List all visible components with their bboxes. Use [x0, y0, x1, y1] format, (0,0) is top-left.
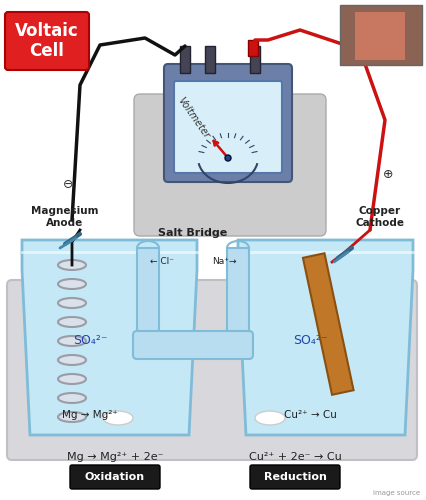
Bar — [180, 46, 190, 73]
Text: Magnesium
Anode: Magnesium Anode — [31, 206, 98, 228]
Bar — [204, 46, 215, 73]
Text: Cu²⁺ → Cu: Cu²⁺ → Cu — [283, 410, 336, 420]
Text: Mg → Mg²⁺: Mg → Mg²⁺ — [62, 410, 118, 420]
FancyBboxPatch shape — [7, 280, 416, 460]
Text: image source: image source — [372, 490, 419, 496]
FancyBboxPatch shape — [249, 465, 339, 489]
Text: Copper
Cathode: Copper Cathode — [355, 206, 403, 228]
FancyBboxPatch shape — [5, 12, 89, 70]
Text: Reduction: Reduction — [263, 472, 325, 482]
Text: SO₄²⁻: SO₄²⁻ — [72, 334, 107, 346]
Bar — [339, 5, 421, 65]
FancyBboxPatch shape — [164, 64, 291, 182]
FancyBboxPatch shape — [134, 94, 325, 236]
Bar — [249, 46, 259, 73]
Bar — [354, 12, 404, 60]
Ellipse shape — [58, 374, 86, 384]
Text: ← Cl⁻: ← Cl⁻ — [150, 258, 173, 266]
Ellipse shape — [103, 411, 132, 425]
Text: Voltaic
Cell: Voltaic Cell — [15, 22, 79, 60]
Ellipse shape — [58, 279, 86, 289]
Text: Voltmeter: Voltmeter — [176, 96, 211, 140]
Polygon shape — [22, 240, 196, 435]
Ellipse shape — [254, 411, 284, 425]
Text: Mg → Mg²⁺ + 2e⁻: Mg → Mg²⁺ + 2e⁻ — [66, 452, 163, 462]
Polygon shape — [237, 240, 412, 435]
FancyBboxPatch shape — [70, 465, 160, 489]
Ellipse shape — [58, 298, 86, 308]
Bar — [227, 248, 248, 340]
Text: Cu²⁺ + 2e⁻ → Cu: Cu²⁺ + 2e⁻ → Cu — [248, 452, 340, 462]
Text: Oxidation: Oxidation — [85, 472, 145, 482]
Ellipse shape — [225, 155, 230, 161]
Bar — [248, 40, 257, 56]
Text: ⊕: ⊕ — [382, 168, 392, 181]
Ellipse shape — [58, 412, 86, 422]
Bar — [302, 254, 353, 395]
Ellipse shape — [58, 260, 86, 270]
Ellipse shape — [58, 355, 86, 365]
FancyBboxPatch shape — [132, 331, 253, 359]
Ellipse shape — [58, 393, 86, 403]
Text: Salt Bridge: Salt Bridge — [158, 228, 227, 238]
Ellipse shape — [58, 336, 86, 346]
FancyBboxPatch shape — [173, 81, 281, 173]
Text: ⊖: ⊖ — [63, 178, 73, 192]
Bar — [137, 248, 158, 340]
Ellipse shape — [58, 317, 86, 327]
Text: SO₄²⁻: SO₄²⁻ — [292, 334, 326, 346]
Text: Na⁺→: Na⁺→ — [211, 258, 236, 266]
